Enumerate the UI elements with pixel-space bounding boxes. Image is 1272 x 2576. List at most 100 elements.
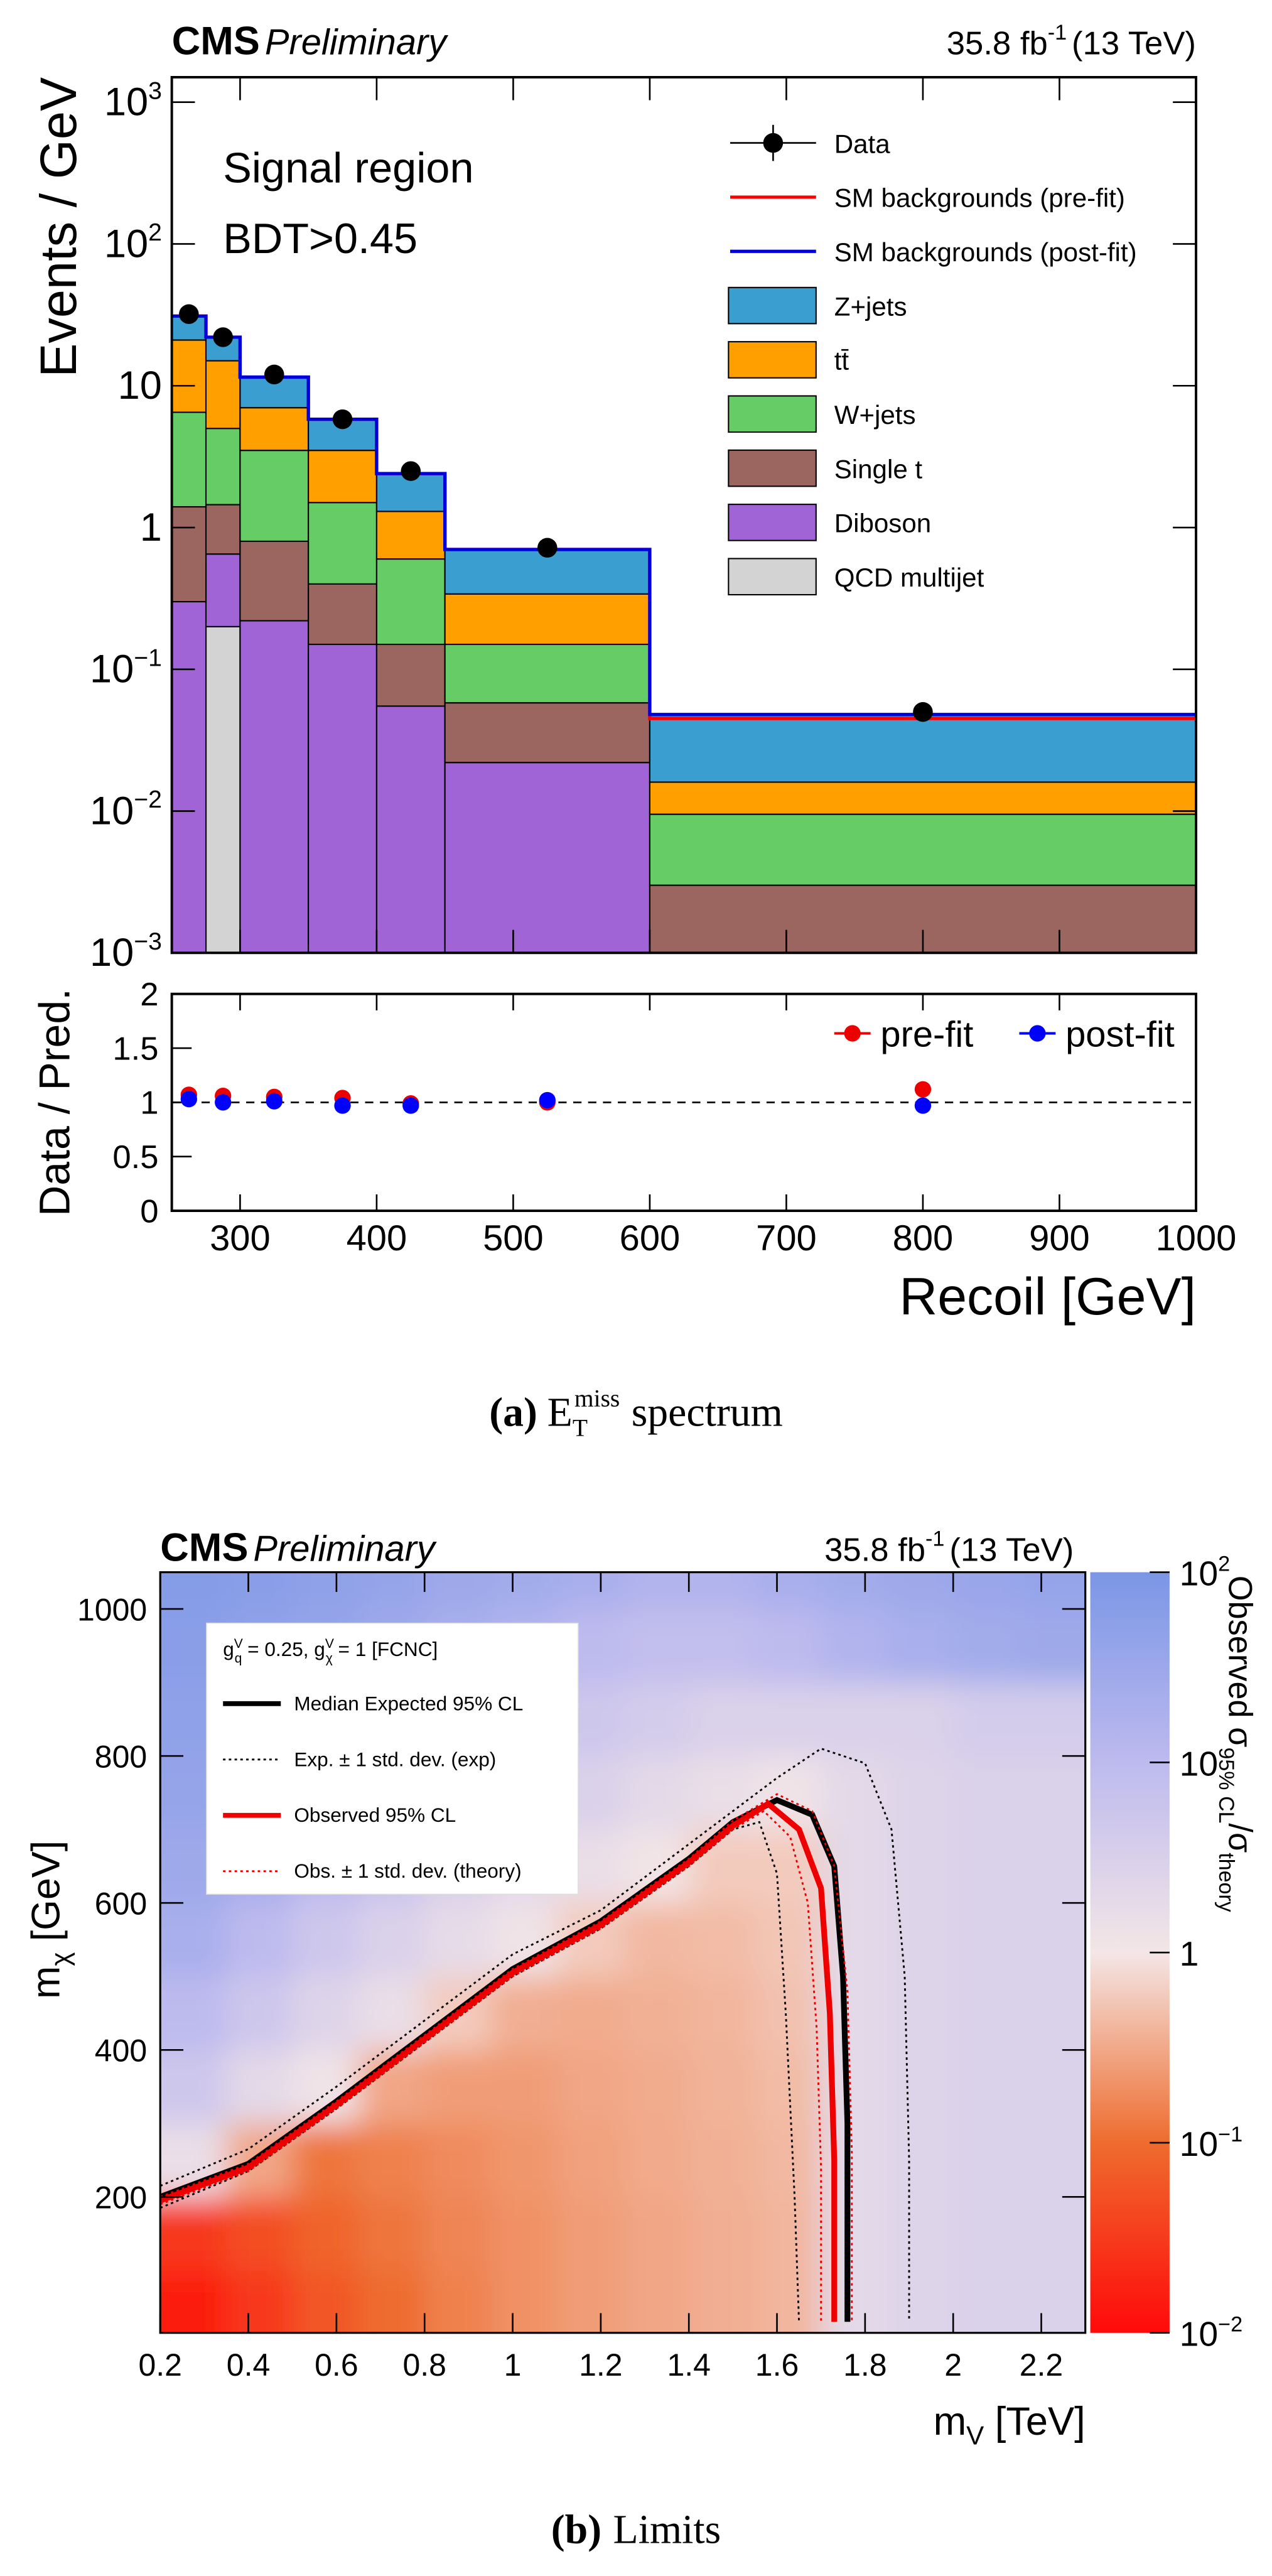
heatmap-cell bbox=[292, 2270, 360, 2333]
legend-label: post-fit bbox=[1065, 1015, 1175, 1055]
heatmap-cell bbox=[358, 1976, 426, 2051]
heatmap-cell bbox=[689, 1829, 756, 1904]
legend-label: Observed 95% CL bbox=[294, 1804, 456, 1826]
tick-label: 1.6 bbox=[755, 2347, 799, 2383]
stack-segment bbox=[308, 583, 377, 646]
colorbar-label: Observed σ95% CL/σtheory bbox=[1214, 1576, 1258, 1912]
heatmap-cell bbox=[1019, 2197, 1086, 2271]
heatmap-cell bbox=[689, 2197, 756, 2271]
heatmap-cell bbox=[689, 1903, 756, 1978]
stack-segment bbox=[444, 643, 650, 704]
lumi-label: 35.8 fb-1 (13 TeV) bbox=[947, 21, 1196, 62]
heatmap-cell bbox=[226, 2050, 294, 2124]
tick-label: 600 bbox=[620, 1218, 681, 1258]
text-part: g bbox=[223, 1638, 234, 1660]
heatmap-cell bbox=[887, 2050, 954, 2124]
tick-label: 1 bbox=[140, 506, 162, 549]
heatmap-cell bbox=[490, 2197, 558, 2271]
stack-segment bbox=[205, 428, 241, 506]
legend-label: QCD multijet bbox=[834, 563, 984, 592]
x-axis-label: mV [TeV] bbox=[934, 2400, 1086, 2450]
legend-header: gV q = 0.25, gV χ = 1 [FCNC] bbox=[223, 1637, 438, 1665]
heatmap-cell bbox=[755, 1609, 822, 1684]
legend-label: tt̄ bbox=[834, 346, 849, 376]
tick-label: 10−1 bbox=[1180, 2123, 1242, 2163]
tick-label: 1000 bbox=[77, 1593, 147, 1628]
text-part: 95% CL bbox=[1214, 1747, 1238, 1823]
heatmap-cell bbox=[622, 1609, 690, 1684]
heatmap-cell bbox=[953, 1572, 1020, 1610]
cms-label: CMS Preliminary bbox=[160, 1525, 437, 1569]
text-part: 10 bbox=[104, 80, 148, 124]
stack-segment bbox=[649, 713, 1196, 783]
tick-label: 800 bbox=[893, 1218, 954, 1258]
heatmap-cell bbox=[821, 2197, 888, 2271]
tick-label: 0.2 bbox=[138, 2347, 181, 2383]
heatmap-cell bbox=[292, 1976, 360, 2051]
frame bbox=[159, 1571, 1087, 2334]
lumi-label: 35.8 fb-1 (13 TeV) bbox=[824, 1527, 1074, 1568]
heatmap-cell bbox=[292, 2197, 360, 2271]
heatmap-cell bbox=[292, 2123, 360, 2198]
stack-segment bbox=[375, 558, 446, 646]
tick-label: 0.6 bbox=[315, 2347, 358, 2383]
heatmap-cell bbox=[490, 1976, 558, 2051]
heatmap-cell bbox=[689, 2050, 756, 2124]
text-part: m bbox=[24, 1966, 68, 1999]
tick-label: 900 bbox=[1029, 1218, 1090, 1258]
heatmap-cell bbox=[755, 2197, 822, 2271]
legend-label: Obs. ± 1 std. dev. (theory) bbox=[294, 1860, 521, 1882]
text-part: (b) bbox=[551, 2508, 601, 2553]
text-part: Preliminary bbox=[265, 22, 449, 62]
heatmap-cell bbox=[821, 2270, 888, 2333]
ratio-point bbox=[215, 1094, 232, 1111]
contour bbox=[160, 1810, 822, 2322]
heatmap-cell bbox=[490, 2123, 558, 2198]
heatmap-cell bbox=[821, 1829, 888, 1904]
tick-label: 600 bbox=[95, 1886, 147, 1922]
text-part: χ bbox=[45, 1952, 75, 1966]
text-part: 10 bbox=[1180, 2315, 1218, 2354]
text-part: T bbox=[573, 1414, 588, 1442]
heatmap-cell bbox=[953, 1903, 1020, 1978]
data-point bbox=[179, 304, 199, 324]
stack-segment bbox=[375, 643, 446, 707]
tick-label: 500 bbox=[483, 1218, 544, 1258]
heatmap-cell bbox=[755, 2270, 822, 2333]
tick-label: 2.2 bbox=[1020, 2347, 1063, 2383]
tick-label: 1.5 bbox=[112, 1031, 158, 1067]
text-part: (13 TeV) bbox=[949, 1532, 1074, 1568]
heatmap-cell bbox=[953, 2270, 1020, 2333]
contour bbox=[160, 1793, 853, 2322]
stack-segment bbox=[171, 339, 207, 413]
heatmap-clip bbox=[160, 1572, 1086, 2333]
heatmap-cell bbox=[358, 2270, 426, 2333]
heatmap-cell bbox=[226, 1572, 294, 1610]
heatmap-cell bbox=[821, 1682, 888, 1757]
legend-label: Exp. ± 1 std. dev. (exp) bbox=[294, 1748, 496, 1770]
heatmap-cell bbox=[953, 2050, 1020, 2124]
heatmap-cell bbox=[622, 1756, 690, 1831]
heatmap-cell bbox=[226, 1903, 294, 1978]
stack-segment bbox=[444, 702, 650, 764]
text-part: (a) bbox=[489, 1390, 537, 1436]
stack-segment bbox=[239, 620, 310, 953]
legend-swatch bbox=[728, 449, 817, 487]
heatmap-cell bbox=[1019, 1572, 1086, 1610]
heatmap-cell bbox=[424, 1572, 492, 1610]
tick-label: 1 bbox=[504, 2347, 522, 2383]
tick-label: 1000 bbox=[1156, 1218, 1237, 1258]
text-part: CMS bbox=[172, 19, 260, 63]
tick-label: 0.8 bbox=[402, 2347, 446, 2383]
heatmap-cell bbox=[755, 1903, 822, 1978]
ratio-point bbox=[334, 1097, 351, 1114]
text-part: = 0.25, g bbox=[242, 1638, 325, 1660]
text-part: 10 bbox=[90, 647, 134, 691]
heatmap-cell bbox=[1019, 2050, 1086, 2124]
tick-label: 10−1 bbox=[90, 644, 162, 691]
heatmap-cell bbox=[160, 2050, 227, 2124]
heatmap-cell bbox=[689, 1572, 756, 1610]
text-part: χ bbox=[326, 1652, 333, 1666]
text-part: q bbox=[235, 1652, 242, 1666]
heatmap-cell bbox=[953, 1609, 1020, 1684]
